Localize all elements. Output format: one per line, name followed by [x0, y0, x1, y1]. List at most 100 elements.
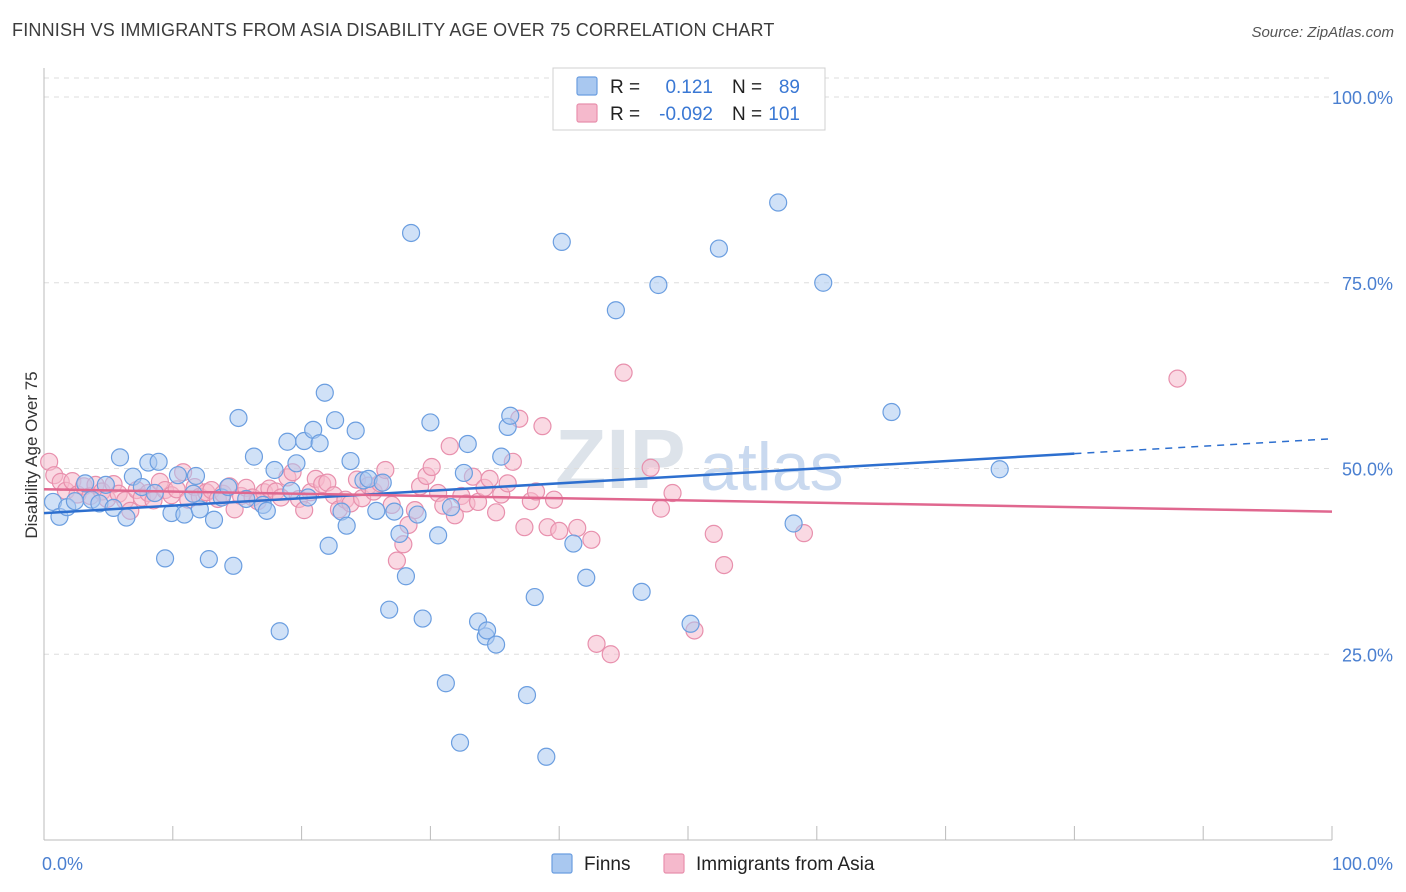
asia-data-point: [498, 474, 517, 493]
finns-data-point: [257, 501, 276, 520]
legend-r-value-asia: -0.092: [659, 104, 713, 125]
y-axis-title: Disability Age Over 75: [22, 371, 41, 538]
finns-data-point: [380, 600, 399, 619]
finns-data-point: [373, 473, 392, 492]
finns-data-point: [401, 223, 421, 243]
finns-data-point: [155, 549, 175, 568]
finns-data-point: [265, 460, 284, 480]
y-tick-label-25: 25.0%: [1342, 645, 1393, 665]
asia-data-point: [1168, 369, 1187, 388]
finns-data-point: [421, 413, 440, 432]
finns-data-point: [65, 492, 85, 511]
finns-data-point: [649, 275, 668, 295]
asia-data-point: [480, 469, 499, 489]
finns-data-point: [525, 587, 544, 607]
finns-data-point: [175, 505, 194, 524]
finns-data-point: [117, 508, 136, 527]
finns-data-point: [396, 567, 416, 586]
finns-data-point: [552, 232, 571, 251]
finns-data-point: [769, 193, 788, 212]
finns-data-point: [577, 568, 596, 587]
finns-data-point: [367, 501, 386, 520]
finns-data-point: [882, 402, 901, 422]
finns-data-point: [184, 484, 203, 503]
finns-data-point: [458, 434, 477, 454]
trend-lines: [43, 438, 1333, 515]
asia-data-point: [714, 555, 734, 575]
finns-data-point: [454, 463, 473, 483]
finns-data-point: [632, 582, 651, 601]
asia-trend-line: [43, 488, 1333, 513]
finns-data-point: [537, 747, 556, 766]
correlation-legend: R = 0.121 N = 89 R = -0.092 N = 101: [552, 67, 826, 131]
x-ticks: [43, 826, 1333, 840]
finns-data-point: [237, 489, 256, 509]
finns-data-point: [270, 622, 289, 641]
finns-data-point: [315, 383, 334, 402]
finns-data-point: [477, 621, 497, 640]
finns-data-point: [337, 516, 356, 535]
legend-r-label-finns: R =: [610, 77, 640, 98]
finns-data-point: [346, 421, 365, 440]
legend-n-label-finns: N =: [732, 77, 762, 98]
finns-data-point: [408, 505, 427, 524]
finns-data-point: [282, 481, 301, 500]
finns-data-point: [186, 466, 206, 486]
legend-n-value-finns: 89: [779, 77, 800, 98]
finns-trend-line: [43, 452, 1075, 515]
finns-data-point: [145, 483, 164, 503]
finns-data-point: [413, 609, 432, 628]
y-tick-label-50: 50.0%: [1342, 460, 1393, 480]
finns-data-point: [204, 510, 224, 529]
asia-data-point: [550, 521, 569, 541]
finns-data-point: [517, 686, 537, 705]
finns-data-point: [229, 408, 248, 428]
legend-swatch-finns: [576, 76, 598, 96]
y-tick-label-100: 100.0%: [1332, 88, 1393, 108]
legend-swatch-asia: [576, 103, 598, 123]
finns-data-point: [385, 502, 404, 521]
finns-data-point: [110, 448, 130, 467]
asia-data-point: [422, 457, 441, 477]
watermark-atlas: atlas: [700, 429, 844, 505]
finns-data-point: [441, 498, 461, 517]
asia-data-point: [582, 530, 601, 549]
asia-data-point: [651, 499, 671, 518]
asia-data-point: [533, 417, 552, 436]
finns-data-point: [390, 524, 409, 543]
bottom-legend-swatch-asia: [663, 853, 685, 874]
asia-data-point: [601, 645, 620, 664]
finns-data-point: [486, 635, 506, 654]
finns-data-point: [814, 273, 833, 292]
finns-data-point: [244, 447, 264, 466]
y-tick-label-75: 75.0%: [1342, 274, 1393, 294]
asia-data-point: [587, 634, 606, 653]
legend-r-label-asia: R =: [610, 104, 640, 125]
finns-data-point: [224, 556, 243, 575]
finns-data-point: [287, 454, 306, 473]
asia-data-point: [663, 483, 682, 503]
finns-data-point: [681, 614, 700, 633]
chart-title: FINNISH VS IMMIGRANTS FROM ASIA DISABILI…: [12, 20, 775, 40]
series-legend: Finns Immigrants from Asia: [551, 853, 875, 875]
series-finns: [43, 193, 1009, 766]
finns-data-point: [501, 406, 520, 425]
finns-data-point: [310, 434, 329, 453]
finns-data-point: [990, 460, 1009, 479]
x-tick-label-max: 100.0%: [1332, 854, 1393, 874]
asia-data-point: [641, 458, 660, 477]
asia-data-point: [568, 518, 587, 538]
legend-n-label-asia: N =: [732, 104, 762, 125]
asia-data-point: [387, 551, 407, 570]
x-tick-label-min: 0.0%: [42, 854, 83, 874]
finns-data-point: [319, 536, 338, 555]
legend-n-value-asia: 101: [768, 104, 800, 125]
asia-data-point: [704, 524, 723, 543]
axes: [43, 68, 1332, 841]
bottom-legend-label-finns: Finns: [584, 854, 630, 875]
asia-data-point: [515, 518, 534, 537]
finns-data-point: [149, 452, 168, 471]
finns-data-point: [341, 451, 360, 471]
finns-data-point: [429, 526, 448, 545]
